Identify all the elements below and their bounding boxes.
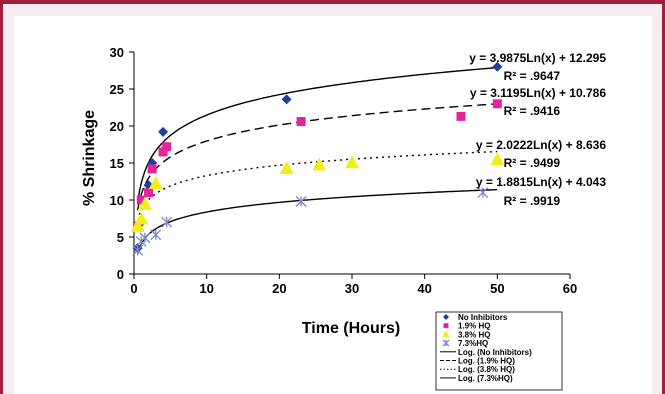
axes: 0 10 20 30 40 50 60 0 5 10 15 20 25 30 xyxy=(110,45,578,296)
data-point xyxy=(281,94,292,105)
legend-label: Log. (No Inhibitors) xyxy=(458,348,532,357)
y-tick-label: 10 xyxy=(110,193,124,208)
y-tick-label: 30 xyxy=(110,45,124,60)
y-tick-label: 25 xyxy=(110,82,124,97)
legend-label: 7.3%HQ xyxy=(458,339,488,348)
data-point xyxy=(456,111,466,121)
data-point xyxy=(136,195,146,205)
r-squared-label: R² = .9499 xyxy=(504,156,561,170)
y-axis-label: % Shrinkage xyxy=(81,110,98,206)
data-point xyxy=(134,211,149,225)
data-point xyxy=(158,147,168,157)
trend-equation: y = 3.9875Ln(x) + 12.295 xyxy=(469,51,606,65)
data-point xyxy=(147,164,157,174)
data-point xyxy=(492,99,502,109)
legend-marker xyxy=(442,339,450,347)
data-point xyxy=(161,216,173,228)
data-point xyxy=(312,157,327,171)
x-tick-label: 20 xyxy=(272,281,286,296)
r-squared-label: R² = .9647 xyxy=(504,69,561,83)
legend-marker xyxy=(442,330,450,338)
trend-equation: y = 2.0222Ln(x) + 8.636 xyxy=(476,138,606,152)
legend-box xyxy=(435,311,563,391)
legend-label: 3.8% HQ xyxy=(458,330,490,339)
legend-marker xyxy=(443,314,449,320)
data-point xyxy=(158,126,169,137)
data-point xyxy=(130,218,145,232)
data-point xyxy=(162,142,172,152)
x-axis-label: Time (Hours) xyxy=(302,320,400,337)
x-tick-label: 40 xyxy=(417,281,431,296)
data-point xyxy=(132,244,144,256)
legend-label: No Inhibitors xyxy=(458,313,508,322)
trend-lines xyxy=(136,66,498,254)
x-tick-label: 60 xyxy=(563,281,577,296)
y-tick-label: 15 xyxy=(110,156,124,171)
frame-left-border xyxy=(0,0,3,394)
legend-label: 1.9% HQ xyxy=(458,322,490,331)
frame-top-border xyxy=(0,0,665,4)
data-point xyxy=(295,196,307,207)
r-squared-label: R² = .9919 xyxy=(504,194,561,208)
trend-line xyxy=(136,188,498,254)
y-tick-label: 5 xyxy=(117,230,124,245)
r-squared-label: R² = .9416 xyxy=(504,104,561,118)
data-point xyxy=(492,61,503,72)
legend-label: Log. (7.3%HQ) xyxy=(458,374,513,383)
y-tick-label: 0 xyxy=(117,267,124,282)
data-point xyxy=(490,152,505,166)
data-point xyxy=(296,117,306,127)
trend-line xyxy=(136,103,498,211)
x-tick-label: 10 xyxy=(199,281,213,296)
legend-marker xyxy=(443,323,449,329)
data-point xyxy=(477,187,489,199)
y-tick-label: 20 xyxy=(110,119,124,134)
x-tick-label: 30 xyxy=(345,281,359,296)
trend-equation: y = 3.1195Ln(x) + 10.786 xyxy=(470,86,606,100)
data-point xyxy=(148,175,163,189)
x-tick-label: 0 xyxy=(130,281,137,296)
data-point xyxy=(144,188,154,198)
legend-label: Log. (3.8% HQ) xyxy=(458,365,515,374)
data-point xyxy=(139,232,151,244)
data-point xyxy=(345,155,359,169)
data-points xyxy=(130,61,505,256)
legend-label: Log. (1.9% HQ) xyxy=(458,357,515,366)
trend-line xyxy=(136,66,498,204)
data-point xyxy=(137,196,152,210)
trend-equation: y = 1.8815Ln(x) + 4.043 xyxy=(476,175,606,189)
x-tick-label: 50 xyxy=(490,281,504,296)
data-point xyxy=(150,229,162,241)
frame-right-border xyxy=(662,0,665,394)
data-point xyxy=(279,161,294,175)
trend-equations: y = 3.9875Ln(x) + 12.295 R² = .9647 y = 3.… xyxy=(469,51,606,208)
